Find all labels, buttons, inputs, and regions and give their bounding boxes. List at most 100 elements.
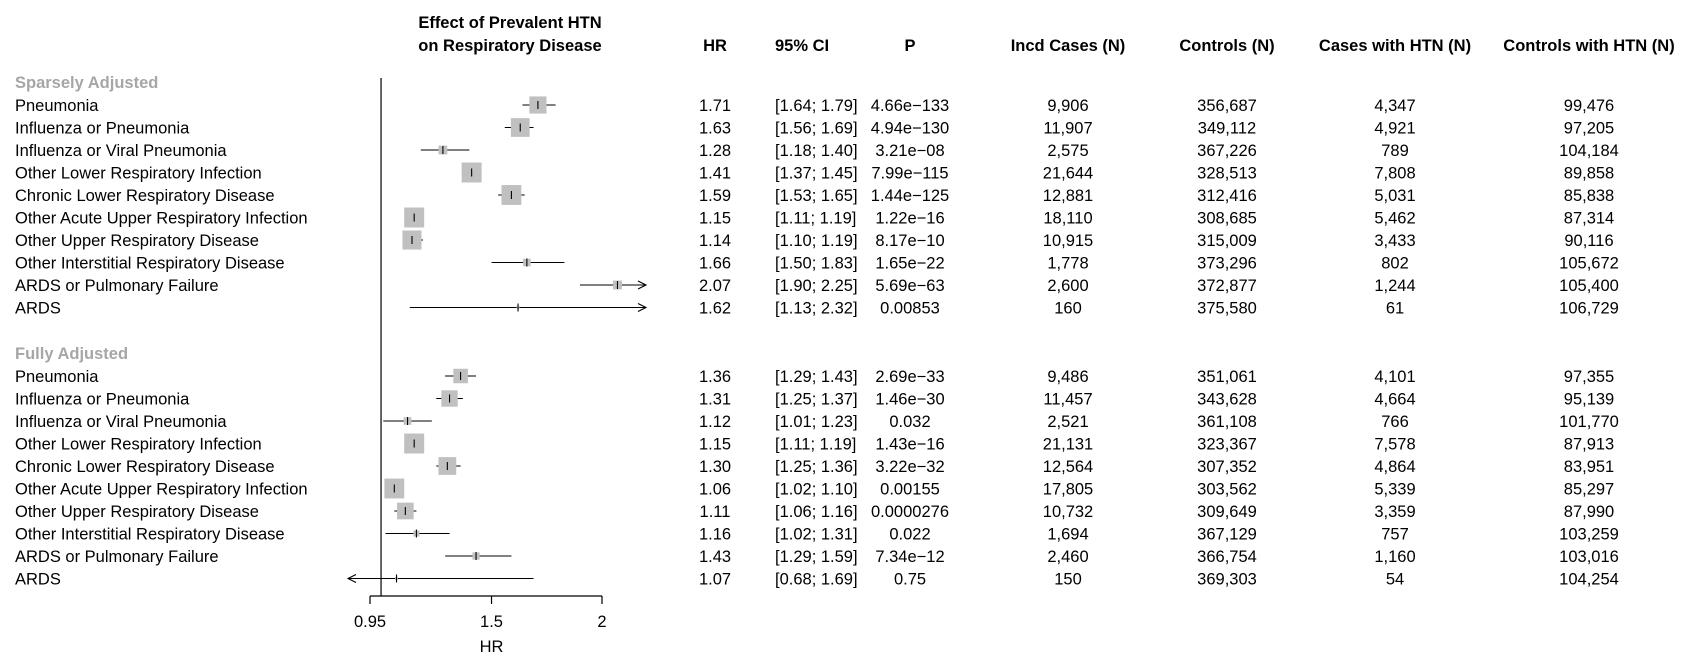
cases-value: 12,881 [1043, 187, 1093, 205]
outcome-label: Chronic Lower Respiratory Disease [15, 187, 275, 205]
controls-value: 372,877 [1197, 277, 1257, 295]
cases-htn-value: 5,031 [1374, 187, 1415, 205]
ci-value: [1.29; 1.43] [775, 368, 858, 386]
cases-htn-value: 4,101 [1374, 368, 1415, 386]
p-value: 0.032 [889, 413, 930, 431]
controls-value: 361,108 [1197, 413, 1257, 431]
controls-value: 356,687 [1197, 97, 1257, 115]
group-fully-adjusted: Fully Adjusted Pneumonia 1.36 [1.29; 1.43] 2… [15, 345, 1619, 589]
outcome-label: Influenza or Viral Pneumonia [15, 413, 227, 431]
controls-value: 328,513 [1197, 165, 1257, 183]
ci-value: [1.56; 1.69] [775, 120, 858, 138]
controls-value: 367,226 [1197, 142, 1257, 160]
table-row: Influenza or Pneumonia 1.31 [1.25; 1.37] 1.… [15, 390, 1614, 409]
hr-value: 1.06 [699, 481, 731, 499]
p-value: 0.00155 [880, 481, 940, 499]
table-row: Other Acute Upper Respiratory Infection 1… [15, 478, 1614, 499]
cases-htn-value: 766 [1381, 413, 1409, 431]
p-value: 0.022 [889, 526, 930, 544]
controls-htn-value: 85,297 [1564, 481, 1614, 499]
table-row: Other Upper Respiratory Disease 1.14 [1.10… [15, 230, 1614, 250]
controls-value: 366,754 [1197, 548, 1257, 566]
controls-value: 312,416 [1197, 187, 1257, 205]
ci-value: [1.06; 1.16] [775, 503, 858, 521]
header: Effect of Prevalent HTN on Respiratory Di… [418, 14, 1674, 55]
cases-value: 2,600 [1047, 277, 1088, 295]
ci-value: [1.18; 1.40] [775, 142, 858, 160]
hr-value: 1.31 [699, 391, 731, 409]
plot-title-line-2: on Respiratory Disease [418, 37, 601, 55]
ci-value: [1.64; 1.79] [775, 97, 858, 115]
x-axis-label: HR [480, 638, 504, 656]
hr-value: 1.14 [699, 232, 731, 250]
controls-value: 369,303 [1197, 571, 1257, 589]
controls-htn-value: 87,913 [1564, 436, 1614, 454]
x-tick-label: 2 [597, 613, 606, 631]
hr-value: 1.62 [699, 300, 731, 318]
hr-value: 1.41 [699, 165, 731, 183]
ci-value: [1.01; 1.23] [775, 413, 858, 431]
x-tick-label: 0.95 [354, 613, 386, 631]
hr-value: 1.36 [699, 368, 731, 386]
p-value: 4.94e−130 [871, 120, 949, 138]
controls-value: 307,352 [1197, 458, 1257, 476]
controls-col-header: Controls (N) [1179, 37, 1274, 55]
p-value: 1.43e−16 [875, 436, 944, 454]
controls-htn-value: 89,858 [1564, 165, 1614, 183]
hr-value: 1.11 [700, 503, 731, 521]
controls-htn-value: 97,355 [1564, 368, 1614, 386]
table-row: Other Lower Respiratory Infection 1.41 [1.… [15, 162, 1614, 183]
hr-value: 1.30 [699, 458, 731, 476]
controls-htn-value: 104,254 [1559, 571, 1619, 589]
controls-htn-value: 105,400 [1559, 277, 1619, 295]
table-row: Other Interstitial Respiratory Disease 1.… [15, 255, 1619, 273]
controls-value: 323,367 [1197, 436, 1257, 454]
cases-value: 2,521 [1047, 413, 1088, 431]
p-value: 0.00853 [880, 300, 940, 318]
cases-value: 150 [1054, 571, 1082, 589]
controls-value: 367,129 [1197, 526, 1257, 544]
p-value: 1.22e−16 [875, 210, 944, 228]
cases-htn-value: 7,578 [1374, 436, 1415, 454]
p-value: 7.34e−12 [875, 548, 944, 566]
controls-value: 303,562 [1197, 481, 1257, 499]
cases-htn-value: 4,664 [1374, 391, 1415, 409]
controls-htn-value: 97,205 [1564, 120, 1614, 138]
hr-value: 1.71 [699, 97, 731, 115]
cases-value: 9,486 [1047, 368, 1088, 386]
controls-value: 351,061 [1197, 368, 1257, 386]
cases-value: 17,805 [1043, 481, 1093, 499]
table-row: Influenza or Viral Pneumonia 1.12 [1.01; 1… [15, 413, 1619, 431]
controls-htn-value: 83,951 [1564, 458, 1614, 476]
controls-value: 349,112 [1198, 120, 1256, 138]
p-value: 7.99e−115 [871, 165, 948, 183]
cases-htn-value: 1,244 [1374, 277, 1415, 295]
outcome-label: Other Acute Upper Respiratory Infection [15, 481, 308, 499]
controls-htn-value: 106,729 [1559, 300, 1619, 318]
controls-htn-value: 87,990 [1564, 503, 1614, 521]
ci-value: [0.68; 1.69] [775, 571, 858, 589]
cases-value: 1,694 [1047, 526, 1088, 544]
cases-htn-value: 5,462 [1374, 210, 1415, 228]
p-value: 5.69e−63 [875, 277, 944, 295]
ci-value: [1.10; 1.19] [775, 232, 858, 250]
p-value: 1.65e−22 [875, 255, 944, 273]
ci-value: [1.02; 1.31] [775, 526, 858, 544]
outcome-label: Pneumonia [15, 368, 99, 386]
ci-value: [1.90; 2.25] [775, 277, 858, 295]
table-row: ARDS 1.07 [0.68; 1.69] 0.75 150 369,303 54 104,… [15, 571, 1619, 589]
ci-value: [1.29; 1.59] [775, 548, 858, 566]
controls-htn-value: 99,476 [1564, 97, 1614, 115]
cases-htn-value: 4,864 [1374, 458, 1415, 476]
p-value: 3.21e−08 [875, 142, 944, 160]
outcome-label: ARDS [15, 300, 61, 318]
hr-value: 1.59 [699, 187, 731, 205]
ci-arrow-left [346, 574, 357, 583]
cases-htn-value: 1,160 [1374, 548, 1415, 566]
p-value: 0.0000276 [871, 503, 949, 521]
p-value: 8.17e−10 [875, 232, 944, 250]
outcome-label: Pneumonia [15, 97, 99, 115]
outcome-label: Other Acute Upper Respiratory Infection [15, 210, 308, 228]
cases-htn-value: 61 [1386, 300, 1404, 318]
